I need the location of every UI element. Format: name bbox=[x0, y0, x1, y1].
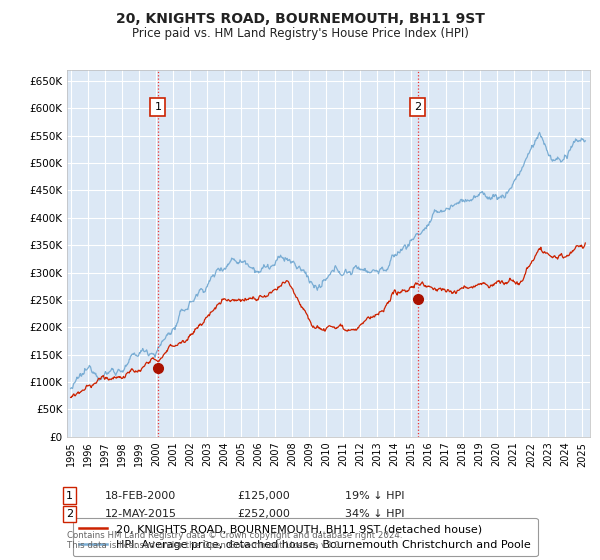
Text: 20, KNIGHTS ROAD, BOURNEMOUTH, BH11 9ST: 20, KNIGHTS ROAD, BOURNEMOUTH, BH11 9ST bbox=[116, 12, 484, 26]
Text: 1: 1 bbox=[154, 102, 161, 111]
Text: 12-MAY-2015: 12-MAY-2015 bbox=[105, 509, 177, 519]
Text: £125,000: £125,000 bbox=[237, 491, 290, 501]
Text: 2: 2 bbox=[66, 509, 73, 519]
Text: Contains HM Land Registry data © Crown copyright and database right 2024.
This d: Contains HM Land Registry data © Crown c… bbox=[67, 530, 403, 550]
Text: 34% ↓ HPI: 34% ↓ HPI bbox=[345, 509, 404, 519]
Text: 18-FEB-2000: 18-FEB-2000 bbox=[105, 491, 176, 501]
Text: 19% ↓ HPI: 19% ↓ HPI bbox=[345, 491, 404, 501]
Text: £252,000: £252,000 bbox=[237, 509, 290, 519]
Text: 1: 1 bbox=[66, 491, 73, 501]
Text: Price paid vs. HM Land Registry's House Price Index (HPI): Price paid vs. HM Land Registry's House … bbox=[131, 27, 469, 40]
Text: 2: 2 bbox=[414, 102, 421, 111]
Legend: 20, KNIGHTS ROAD, BOURNEMOUTH, BH11 9ST (detached house), HPI: Average price, de: 20, KNIGHTS ROAD, BOURNEMOUTH, BH11 9ST … bbox=[73, 517, 538, 557]
